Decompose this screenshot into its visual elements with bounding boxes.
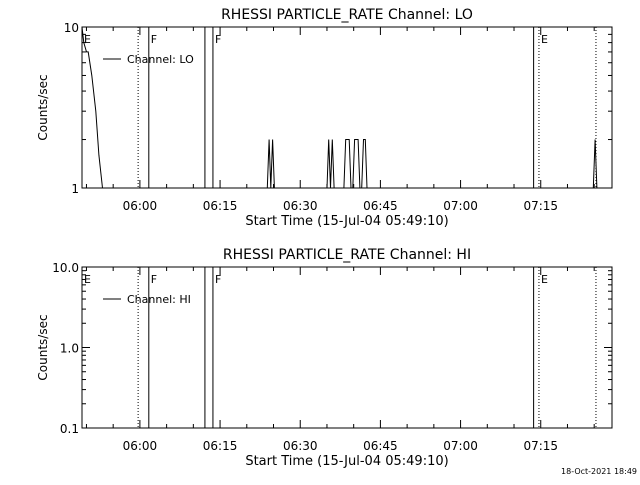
event-marker-label: F [215, 273, 221, 286]
y-tick-label: 1.0 [60, 342, 79, 356]
event-marker-label: F [215, 33, 221, 46]
x-tick-label: 06:30 [283, 439, 318, 453]
plot-frame [81, 26, 613, 189]
chart-title: RHESSI PARTICLE_RATE Channel: LO [221, 7, 473, 23]
x-tick-label: 07:00 [443, 199, 478, 213]
x-tick-label: 06:00 [123, 199, 158, 213]
event-marker-label: F [151, 33, 157, 46]
y-tick-label: 10 [64, 21, 79, 35]
x-tick-label: 06:00 [123, 439, 158, 453]
y-tick-label: 1 [71, 182, 79, 196]
x-tick-label: 06:15 [203, 199, 238, 213]
event-marker-label: E [541, 33, 548, 46]
event-marker-label: E [541, 273, 548, 286]
y-axis-label: Counts/sec [36, 314, 50, 380]
x-tick-label: 06:30 [283, 199, 318, 213]
x-tick-label: 06:45 [363, 199, 398, 213]
event-marker-label: E [84, 33, 91, 46]
timestamp: 18-Oct-2021 18:49 [561, 467, 637, 476]
x-tick-label: 07:15 [523, 439, 558, 453]
x-tick-label: 06:15 [203, 439, 238, 453]
y-tick-label: 10.0 [52, 261, 79, 275]
event-marker-label: E [84, 273, 91, 286]
x-axis-label: Start Time (15-Jul-04 05:49:10) [245, 454, 448, 469]
chart-title: RHESSI PARTICLE_RATE Channel: HI [223, 247, 471, 263]
plot-frame [81, 266, 613, 429]
chart-panel-lo: RHESSI PARTICLE_RATE Channel: LO Counts/s… [36, 7, 613, 229]
x-tick-label: 07:00 [443, 439, 478, 453]
event-marker-label: F [151, 273, 157, 286]
y-axis-label: Counts/sec [36, 74, 50, 140]
legend-label: Channel: LO [127, 53, 194, 66]
x-tick-label: 07:15 [523, 199, 558, 213]
y-tick-label: 0.1 [60, 422, 79, 436]
x-axis-label: Start Time (15-Jul-04 05:49:10) [245, 214, 448, 229]
series-line [81, 26, 598, 189]
legend-label: Channel: HI [127, 293, 191, 306]
x-tick-label: 06:45 [363, 439, 398, 453]
chart-panel-hi: RHESSI PARTICLE_RATE Channel: HI Counts/s… [36, 247, 613, 469]
